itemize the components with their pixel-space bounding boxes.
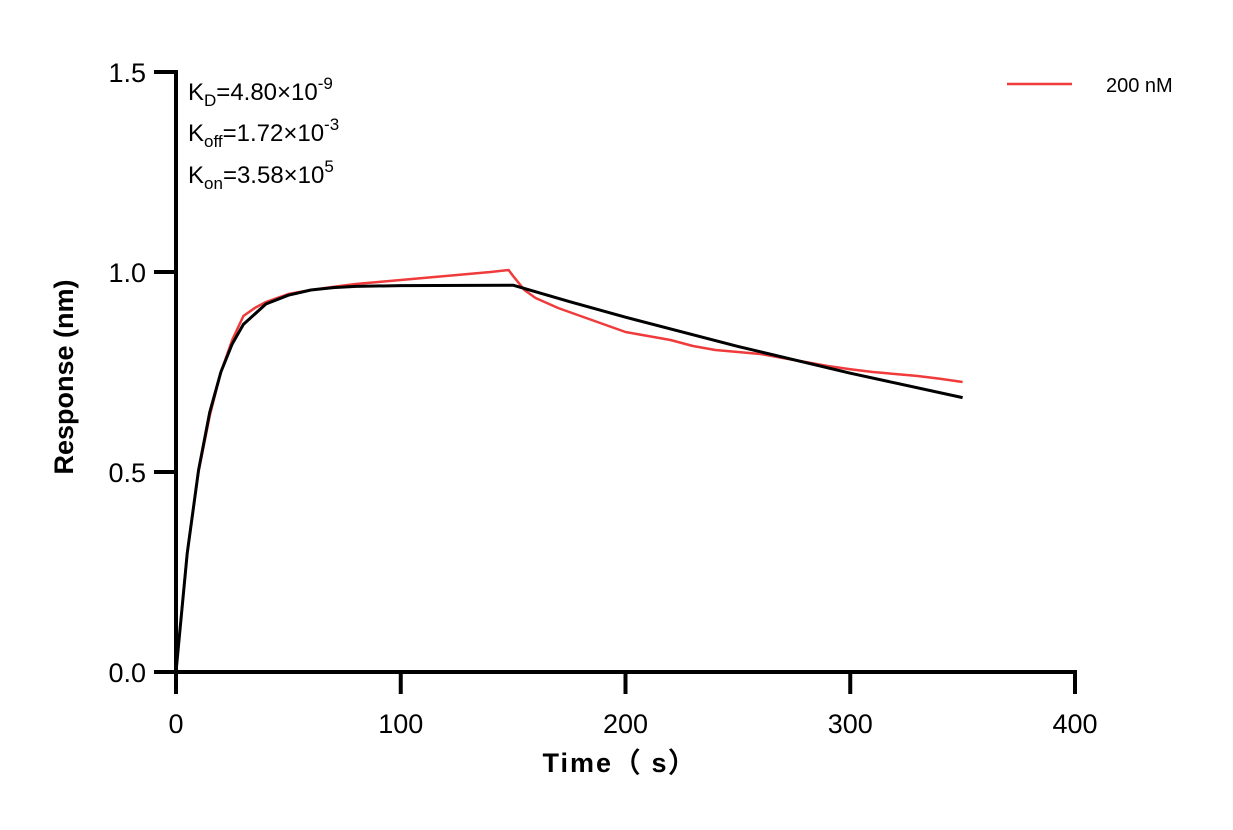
y-tick-label: 0.0 [108, 658, 146, 688]
series-line-200nm [174, 268, 963, 673]
axes: 0 100 200 300 400 0.0 0.5 1.0 1.5 [108, 58, 1097, 739]
legend: 200 nM [1007, 75, 1173, 97]
x-axis-label: Time（ s） [542, 748, 697, 778]
kon-annotation: Kon=3.58×105 [188, 157, 334, 193]
y-tick-label: 1.5 [108, 58, 146, 88]
y-axis-label: Response (nm) [49, 279, 79, 474]
y-tick-label: 0.5 [108, 458, 146, 488]
x-tick-label: 200 [603, 709, 648, 739]
kd-annotation: KD=4.80×10-9 [188, 74, 333, 110]
x-tick-label: 100 [378, 709, 423, 739]
x-tick-label: 0 [168, 709, 183, 739]
fit-curve-line [174, 283, 963, 673]
x-tick-label: 400 [1052, 709, 1097, 739]
y-tick-label: 1.0 [108, 258, 146, 288]
x-tick-label: 300 [828, 709, 873, 739]
legend-label-200nm: 200 nM [1106, 75, 1173, 97]
kinetics-annotations: KD=4.80×10-9 Koff=1.72×10-3 Kon=3.58×105 [188, 74, 339, 193]
koff-annotation: Koff=1.72×10-3 [188, 115, 339, 151]
plot-area [174, 268, 963, 673]
